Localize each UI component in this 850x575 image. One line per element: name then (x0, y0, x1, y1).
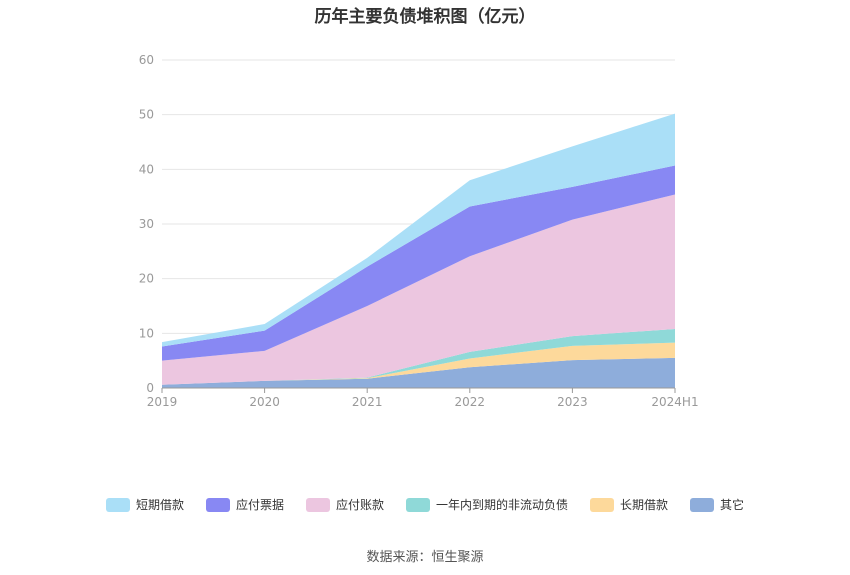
area-series (162, 357, 675, 388)
legend-swatch (105, 497, 130, 512)
legend-swatch (305, 497, 330, 512)
legend-item[interactable]: 应付账款 (305, 496, 384, 513)
area-series (162, 328, 675, 385)
x-tick-label: 2024H1 (651, 395, 698, 409)
x-tick-label: 2019 (147, 395, 178, 409)
area-series (162, 165, 675, 361)
area-series (162, 194, 675, 385)
legend-swatch (406, 497, 430, 512)
legend-item[interactable]: 一年内到期的非流动负债 (406, 496, 568, 513)
legend: 短期借款 应付票据 应付账款 一年内到期的非流动负债 长期借款 其它 (0, 496, 850, 513)
x-tick-label: 2023 (557, 395, 588, 409)
legend-item[interactable]: 短期借款 (105, 496, 184, 513)
stacked-area-chart: 0 10 20 30 40 50 60 2019 2020 2021 2022 2023 2024H1 (139, 53, 699, 409)
legend-swatch (205, 497, 230, 512)
area-series (162, 342, 675, 385)
y-tick-label: 30 (139, 217, 154, 231)
legend-item[interactable]: 长期借款 (590, 496, 668, 513)
legend-label: 应付账款 (335, 498, 384, 512)
y-tick-label: 60 (139, 53, 154, 67)
y-tick-label: 20 (139, 272, 154, 286)
chart-title: 历年主要负债堆积图（亿元） (314, 7, 536, 27)
legend-swatch (690, 497, 715, 512)
data-source: 数据来源：恒生聚源 (366, 550, 484, 565)
x-tick-label: 2021 (352, 395, 383, 409)
y-tick-label: 0 (146, 381, 154, 395)
y-tick-label: 10 (139, 326, 154, 340)
legend-label: 短期借款 (135, 498, 184, 512)
y-tick-label: 50 (139, 108, 154, 122)
legend-label: 一年内到期的非流动负债 (436, 498, 569, 512)
y-tick-label: 40 (139, 162, 154, 176)
legend-item[interactable]: 其它 (690, 496, 744, 513)
x-tick-label: 2020 (249, 395, 280, 409)
legend-label: 长期借款 (620, 498, 669, 512)
area-series (162, 113, 675, 347)
x-tick-label: 2022 (455, 395, 486, 409)
legend-item[interactable]: 应付票据 (205, 496, 284, 513)
legend-label: 应付票据 (235, 498, 284, 512)
legend-label: 其它 (720, 498, 745, 512)
legend-swatch (590, 497, 615, 512)
